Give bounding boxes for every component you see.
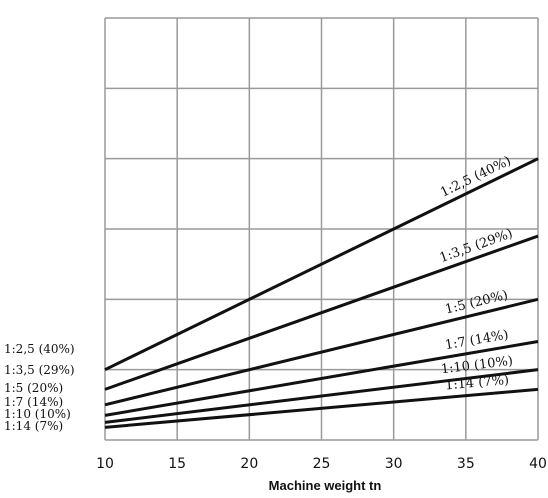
series-line-label: 1:14 (7%) (444, 373, 509, 394)
series-left-label: 1:2,5 (40%) (4, 342, 75, 356)
x-tick-label: 10 (96, 456, 114, 472)
series-lines (104, 157, 539, 429)
series-left-label: 1:7 (14%) (4, 395, 63, 409)
x-axis-ticks: 10 15 20 25 30 35 40 (96, 456, 547, 472)
x-tick-label: 20 (240, 456, 258, 472)
series-left-label: 1:5 (20%) (4, 381, 63, 395)
series-line-label: 1:3,5 (29%) (438, 226, 515, 266)
series-line (104, 234, 539, 391)
series-left-label: 1:3,5 (29%) (4, 363, 75, 377)
series-left-label: 1:10 (10%) (4, 407, 71, 421)
series-left-label: 1:14 (7%) (4, 419, 63, 433)
x-tick-label: 40 (529, 456, 547, 472)
series-left-labels: 1:2,5 (40%) 1:3,5 (29%) 1:5 (20%)1:7 (14%)… (4, 342, 75, 433)
series-line (104, 387, 539, 429)
x-tick-label: 25 (313, 456, 331, 472)
x-axis-label: Machine weight tn (269, 478, 382, 493)
x-tick-label: 35 (457, 456, 475, 472)
series-line (104, 297, 539, 407)
x-tick-label: 15 (168, 456, 186, 472)
series-line (104, 340, 539, 417)
series-line (104, 157, 539, 372)
series-line (104, 368, 539, 424)
x-tick-label: 30 (385, 456, 403, 472)
